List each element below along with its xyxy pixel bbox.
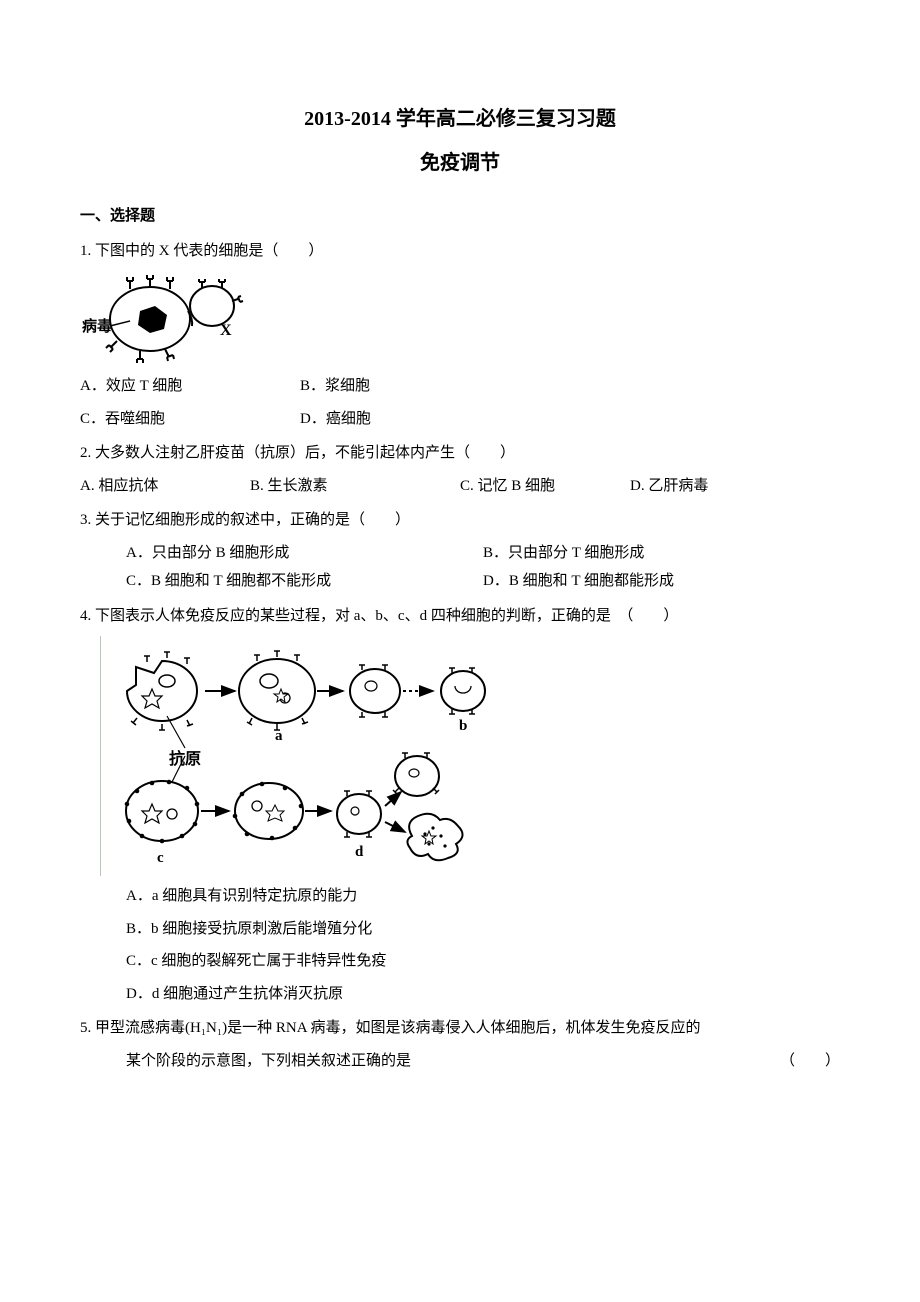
- q3-stem: 3. 关于记忆细胞形成的叙述中，正确的是（ ）: [80, 506, 840, 535]
- q1-figure: 病毒 X: [80, 271, 840, 366]
- question-4: 4. 下图表示人体免疫反应的某些过程，对 a、b、c、d 四种细胞的判断，正确的…: [80, 602, 840, 1009]
- question-3: 3. 关于记忆细胞形成的叙述中，正确的是（ ） A．只由部分 B 细胞形成 B．…: [80, 506, 840, 596]
- q5-stem-line2: 某个阶段的示意图，下列相关叙述正确的是: [126, 1047, 411, 1076]
- q2-opt-b: B. 生长激素: [250, 472, 460, 501]
- q2-opt-a: A. 相应抗体: [80, 472, 250, 501]
- q4-opt-b: B．b 细胞接受抗原刺激后能增殖分化: [126, 915, 840, 944]
- q1-opt-a: A．效应 T 细胞: [80, 372, 300, 401]
- q3-opt-d: D．B 细胞和 T 细胞都能形成: [483, 567, 840, 596]
- q3-opt-c: C．B 细胞和 T 细胞都不能形成: [126, 567, 483, 596]
- q4-label-c: c: [157, 850, 164, 866]
- q2-opt-d: D. 乙肝病毒: [630, 472, 708, 501]
- q1-opt-b: B．浆细胞: [300, 372, 370, 401]
- q4-opt-a: A．a 细胞具有识别特定抗原的能力: [126, 882, 840, 911]
- question-2: 2. 大多数人注射乙肝疫苗（抗原）后，不能引起体内产生（ ） A. 相应抗体 B…: [80, 439, 840, 500]
- q3-opt-b: B．只由部分 T 细胞形成: [483, 539, 840, 568]
- q2-stem: 2. 大多数人注射乙肝疫苗（抗原）后，不能引起体内产生（ ）: [80, 439, 840, 468]
- q1-stem: 1. 下图中的 X 代表的细胞是（ ）: [80, 237, 840, 266]
- q4-stem: 4. 下图表示人体免疫反应的某些过程，对 a、b、c、d 四种细胞的判断，正确的…: [80, 602, 840, 631]
- page-title: 2013-2014 学年高二必修三复习习题: [80, 100, 840, 138]
- question-5: 5. 甲型流感病毒(H₁N₁)是一种 RNA 病毒，如图是该病毒侵入人体细胞后，…: [80, 1014, 840, 1075]
- q4-label-d: d: [355, 844, 364, 860]
- q5-stem-line1: 5. 甲型流感病毒(H₁N₁)是一种 RNA 病毒，如图是该病毒侵入人体细胞后，…: [80, 1014, 840, 1043]
- q4-label-a: a: [275, 728, 283, 744]
- q4-antigen-label: 抗原: [169, 749, 201, 768]
- q3-opt-a: A．只由部分 B 细胞形成: [126, 539, 483, 568]
- q2-opt-c: C. 记忆 B 细胞: [460, 472, 630, 501]
- q1-opt-c: C．吞噬细胞: [80, 405, 300, 434]
- q1-x-label: X: [220, 322, 232, 339]
- q4-label-b: b: [459, 718, 467, 734]
- q1-virus-label: 病毒: [82, 317, 112, 335]
- q4-opt-d: D．d 细胞通过产生抗体消灭抗原: [126, 980, 840, 1009]
- page-subtitle: 免疫调节: [80, 144, 840, 182]
- q4-figure: a b 抗原: [100, 636, 527, 876]
- q1-opt-d: D．癌细胞: [300, 405, 371, 434]
- q4-opt-c: C．c 细胞的裂解死亡属于非特异性免疫: [126, 947, 840, 976]
- q5-paren: （ ）: [780, 1047, 840, 1076]
- question-1: 1. 下图中的 X 代表的细胞是（ ）: [80, 237, 840, 434]
- section-heading: 一、选择题: [80, 202, 840, 231]
